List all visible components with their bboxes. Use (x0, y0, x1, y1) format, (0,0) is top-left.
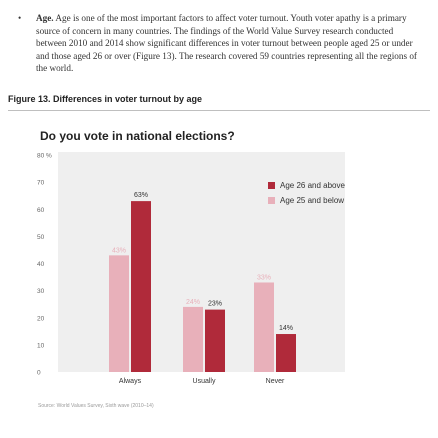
bullet-marker: • (18, 13, 22, 23)
category-labels: Always Usually Never (119, 378, 285, 385)
source-note: Source: World Values Survey, Sixth wave … (38, 403, 154, 409)
y-tick-label: 10 (37, 342, 45, 349)
value-label-older: 63% (134, 192, 148, 199)
paragraph-lead: Age. (36, 13, 54, 23)
y-tick-label: 30 (37, 288, 45, 295)
category-label: Usually (193, 378, 216, 385)
caption-divider (8, 110, 430, 111)
chart-title: Do you vote in national elections? (40, 129, 235, 143)
category-label: Never (266, 378, 285, 385)
bar-younger (254, 282, 274, 372)
bar-older (276, 334, 296, 372)
bar-younger (183, 306, 203, 372)
y-tick-label: 80 % (37, 153, 52, 160)
y-axis-ticks: 0 10 20 30 40 50 60 70 80 % (37, 153, 52, 377)
paragraph-text: Age is one of the most important factors… (36, 13, 417, 74)
value-label-older: 14% (279, 325, 293, 332)
bar-older (205, 309, 225, 372)
legend-swatch (268, 197, 275, 204)
figure-caption: Figure 13. Differences in voter turnout … (8, 94, 203, 104)
series-older-bars (131, 201, 296, 372)
bar-older (131, 201, 151, 372)
y-tick-label: 60 (37, 207, 45, 214)
value-label-younger: 24% (186, 299, 200, 306)
y-tick-label: 70 (37, 180, 45, 187)
legend-swatch (268, 182, 275, 189)
value-label-older: 23% (208, 301, 222, 308)
y-tick-label: 50 (37, 234, 45, 241)
paragraph-body: Age. Age is one of the most important fa… (36, 12, 423, 75)
y-tick-label: 20 (37, 315, 45, 322)
value-labels: 43% 63% 24% 23% 33% 14% (112, 192, 293, 332)
bar-younger (109, 255, 129, 372)
intro-paragraph: • Age. Age is one of the most important … (18, 12, 423, 75)
value-label-younger: 43% (112, 247, 126, 254)
y-tick-label: 0 (37, 370, 41, 377)
series-younger-bars (109, 255, 274, 372)
legend: Age 26 and above Age 25 and below (268, 181, 345, 205)
legend-label: Age 26 and above (280, 181, 345, 190)
category-label: Always (119, 378, 142, 385)
value-label-younger: 33% (257, 274, 271, 281)
legend-label: Age 25 and below (280, 196, 344, 205)
y-tick-label: 40 (37, 261, 45, 268)
